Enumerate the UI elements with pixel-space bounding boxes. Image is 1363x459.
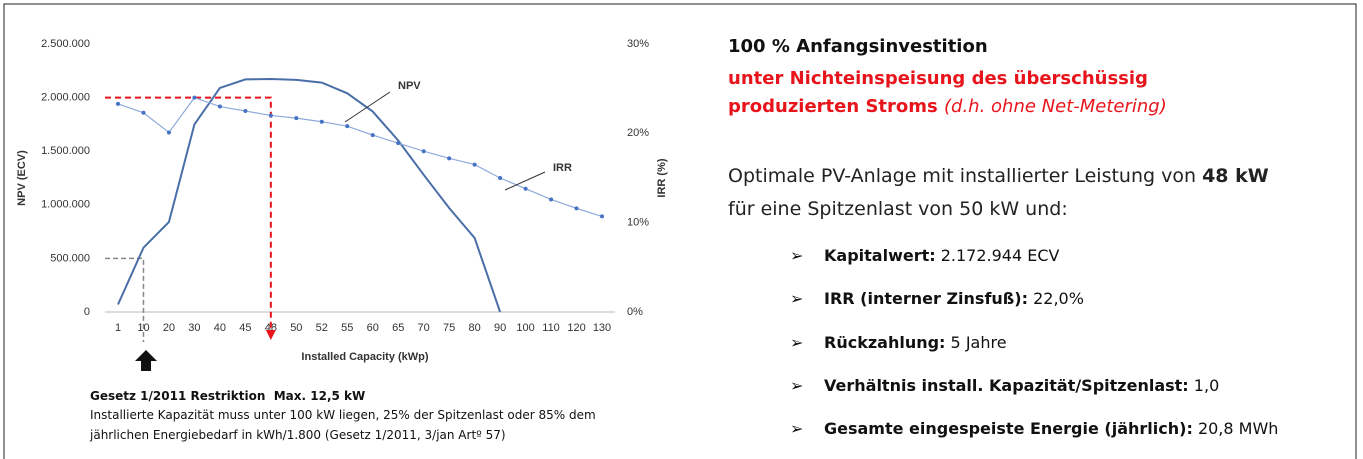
guide-arrow [265, 330, 276, 340]
y2-tick-label: 30% [627, 38, 649, 50]
x-tick-label: 50 [290, 322, 302, 334]
x-tick-label: 120 [567, 322, 585, 334]
series-point [294, 116, 299, 121]
series-point [243, 109, 248, 113]
bullet: ➢ Rückzahlung: 5 Jahre [790, 332, 1007, 352]
guide-line [105, 257, 145, 342]
series-point [574, 206, 579, 211]
guide-line [105, 96, 272, 332]
x-tick-label: 130 [593, 322, 611, 334]
x-tick-label: 45 [239, 322, 251, 334]
intro-text: Optimale PV-Anlage mit installierter Lei… [728, 165, 1197, 187]
series-point [116, 101, 120, 106]
footnote-line: jährlichen Energiebedarf in kWh/1.800 (G… [90, 428, 506, 442]
x-tick-label: 100 [516, 322, 534, 334]
subtitle-note: (d.h. ohne Net-Metering) [944, 96, 1167, 117]
intro-text: für eine Spitzenlast von 50 kW und: [728, 198, 1068, 220]
series-label: IRR [553, 162, 572, 174]
series-point [217, 104, 222, 109]
y2-tick-label: 20% [627, 127, 649, 139]
series-point [370, 133, 375, 138]
bullet-label: IRR (interner Zinsfuß): [824, 289, 1029, 309]
series-label: NPV [398, 80, 421, 92]
x-tick-label: 110 [542, 322, 560, 334]
series-point [421, 149, 426, 154]
bullet-value: 1,0 [1193, 375, 1220, 395]
subtitle: unter Nichteinspeisung des überschüssig [728, 68, 1148, 89]
series-point [166, 130, 171, 135]
x-tick-label: 30 [188, 322, 200, 334]
series-point [549, 197, 554, 202]
bullet-value: 20,8 MWh [1197, 419, 1279, 439]
series-point [141, 110, 146, 115]
series-point [447, 156, 452, 161]
x-tick-label: 60 [367, 322, 379, 334]
series-line [117, 78, 502, 313]
series-point [396, 141, 401, 146]
bullet-value: 5 Jahre [950, 332, 1007, 352]
y-tick-label: 500.000 [50, 252, 90, 264]
y-tick-label: 1.500.000 [41, 145, 90, 157]
series-point [498, 176, 503, 180]
bullet-label: Verhältnis install. Kapazität/Spitzenlas… [824, 375, 1189, 395]
bullet-label: Kapitalwert: [824, 246, 936, 265]
series-point [523, 186, 528, 191]
series-point [345, 124, 350, 129]
frame [3, 3, 1357, 459]
footnote-line: Installierte Kapazität muss unter 100 kW… [90, 408, 596, 422]
title: 100 % Anfangsinvestition [728, 36, 988, 57]
leader-line [504, 171, 546, 191]
bullet-label: Rückzahlung: [824, 332, 946, 352]
bullet-value: 2.172.944 ECV [940, 246, 1060, 265]
series-point [472, 162, 477, 167]
x-tick-label: 1 [115, 322, 121, 334]
bullet: ➢ IRR (interner Zinsfuß): 22,0% [790, 289, 1084, 309]
y2-tick-label: 10% [627, 217, 649, 229]
bullet: ➢ Gesamte eingespeiste Energie (jährlich)… [790, 419, 1279, 439]
series-point [192, 95, 197, 100]
x-axis-title: Installed Capacity (kWp) [301, 351, 428, 363]
subtitle: produzierten Stroms (d.h. ohne Net-Meter… [728, 96, 1167, 117]
x-tick-label: 20 [163, 322, 175, 334]
arrow-icon [135, 350, 157, 371]
series-point [600, 214, 604, 219]
x-tick-label: 55 [341, 322, 353, 334]
intro-highlight: 48 kW [1202, 165, 1269, 187]
bullet: ➢ Verhältnis install. Kapazität/Spitzenla… [790, 375, 1220, 395]
x-tick-label: 75 [443, 322, 455, 334]
x-tick-label: 90 [494, 322, 506, 334]
x-tick-label: 65 [392, 322, 404, 334]
y2-tick-label: 0% [627, 306, 643, 318]
series-point [319, 119, 324, 124]
series-line [117, 96, 603, 217]
x-tick-label: 70 [418, 322, 430, 334]
bullet-label: Gesamte eingespeiste Energie (jährlich): [824, 419, 1193, 439]
y-tick-label: 1.000.000 [41, 199, 90, 211]
x-tick-label: 80 [469, 322, 481, 334]
y-axis-title: NPV (ECV) [16, 150, 28, 206]
y-tick-label: 2.000.000 [41, 92, 90, 104]
x-tick-label: 52 [316, 322, 328, 334]
footnote-title: Gesetz 1/2011 Restriktion Max. 12,5 kW [90, 389, 366, 403]
series-point [268, 113, 273, 118]
bullet-value: 22,0% [1033, 289, 1084, 309]
leader-line [344, 91, 391, 123]
x-tick-label: 40 [214, 322, 226, 334]
bullet: ➢ Kapitalwert: 2.172.944 ECV [790, 246, 1060, 265]
y-tick-label: 2.500.000 [41, 38, 90, 50]
y-tick-label: 0 [84, 306, 90, 318]
subtitle: produzierten Stroms [728, 96, 938, 117]
y2-axis-title: IRR (%) [656, 158, 668, 197]
intro: Optimale PV-Anlage mit installierter Lei… [728, 165, 1269, 187]
